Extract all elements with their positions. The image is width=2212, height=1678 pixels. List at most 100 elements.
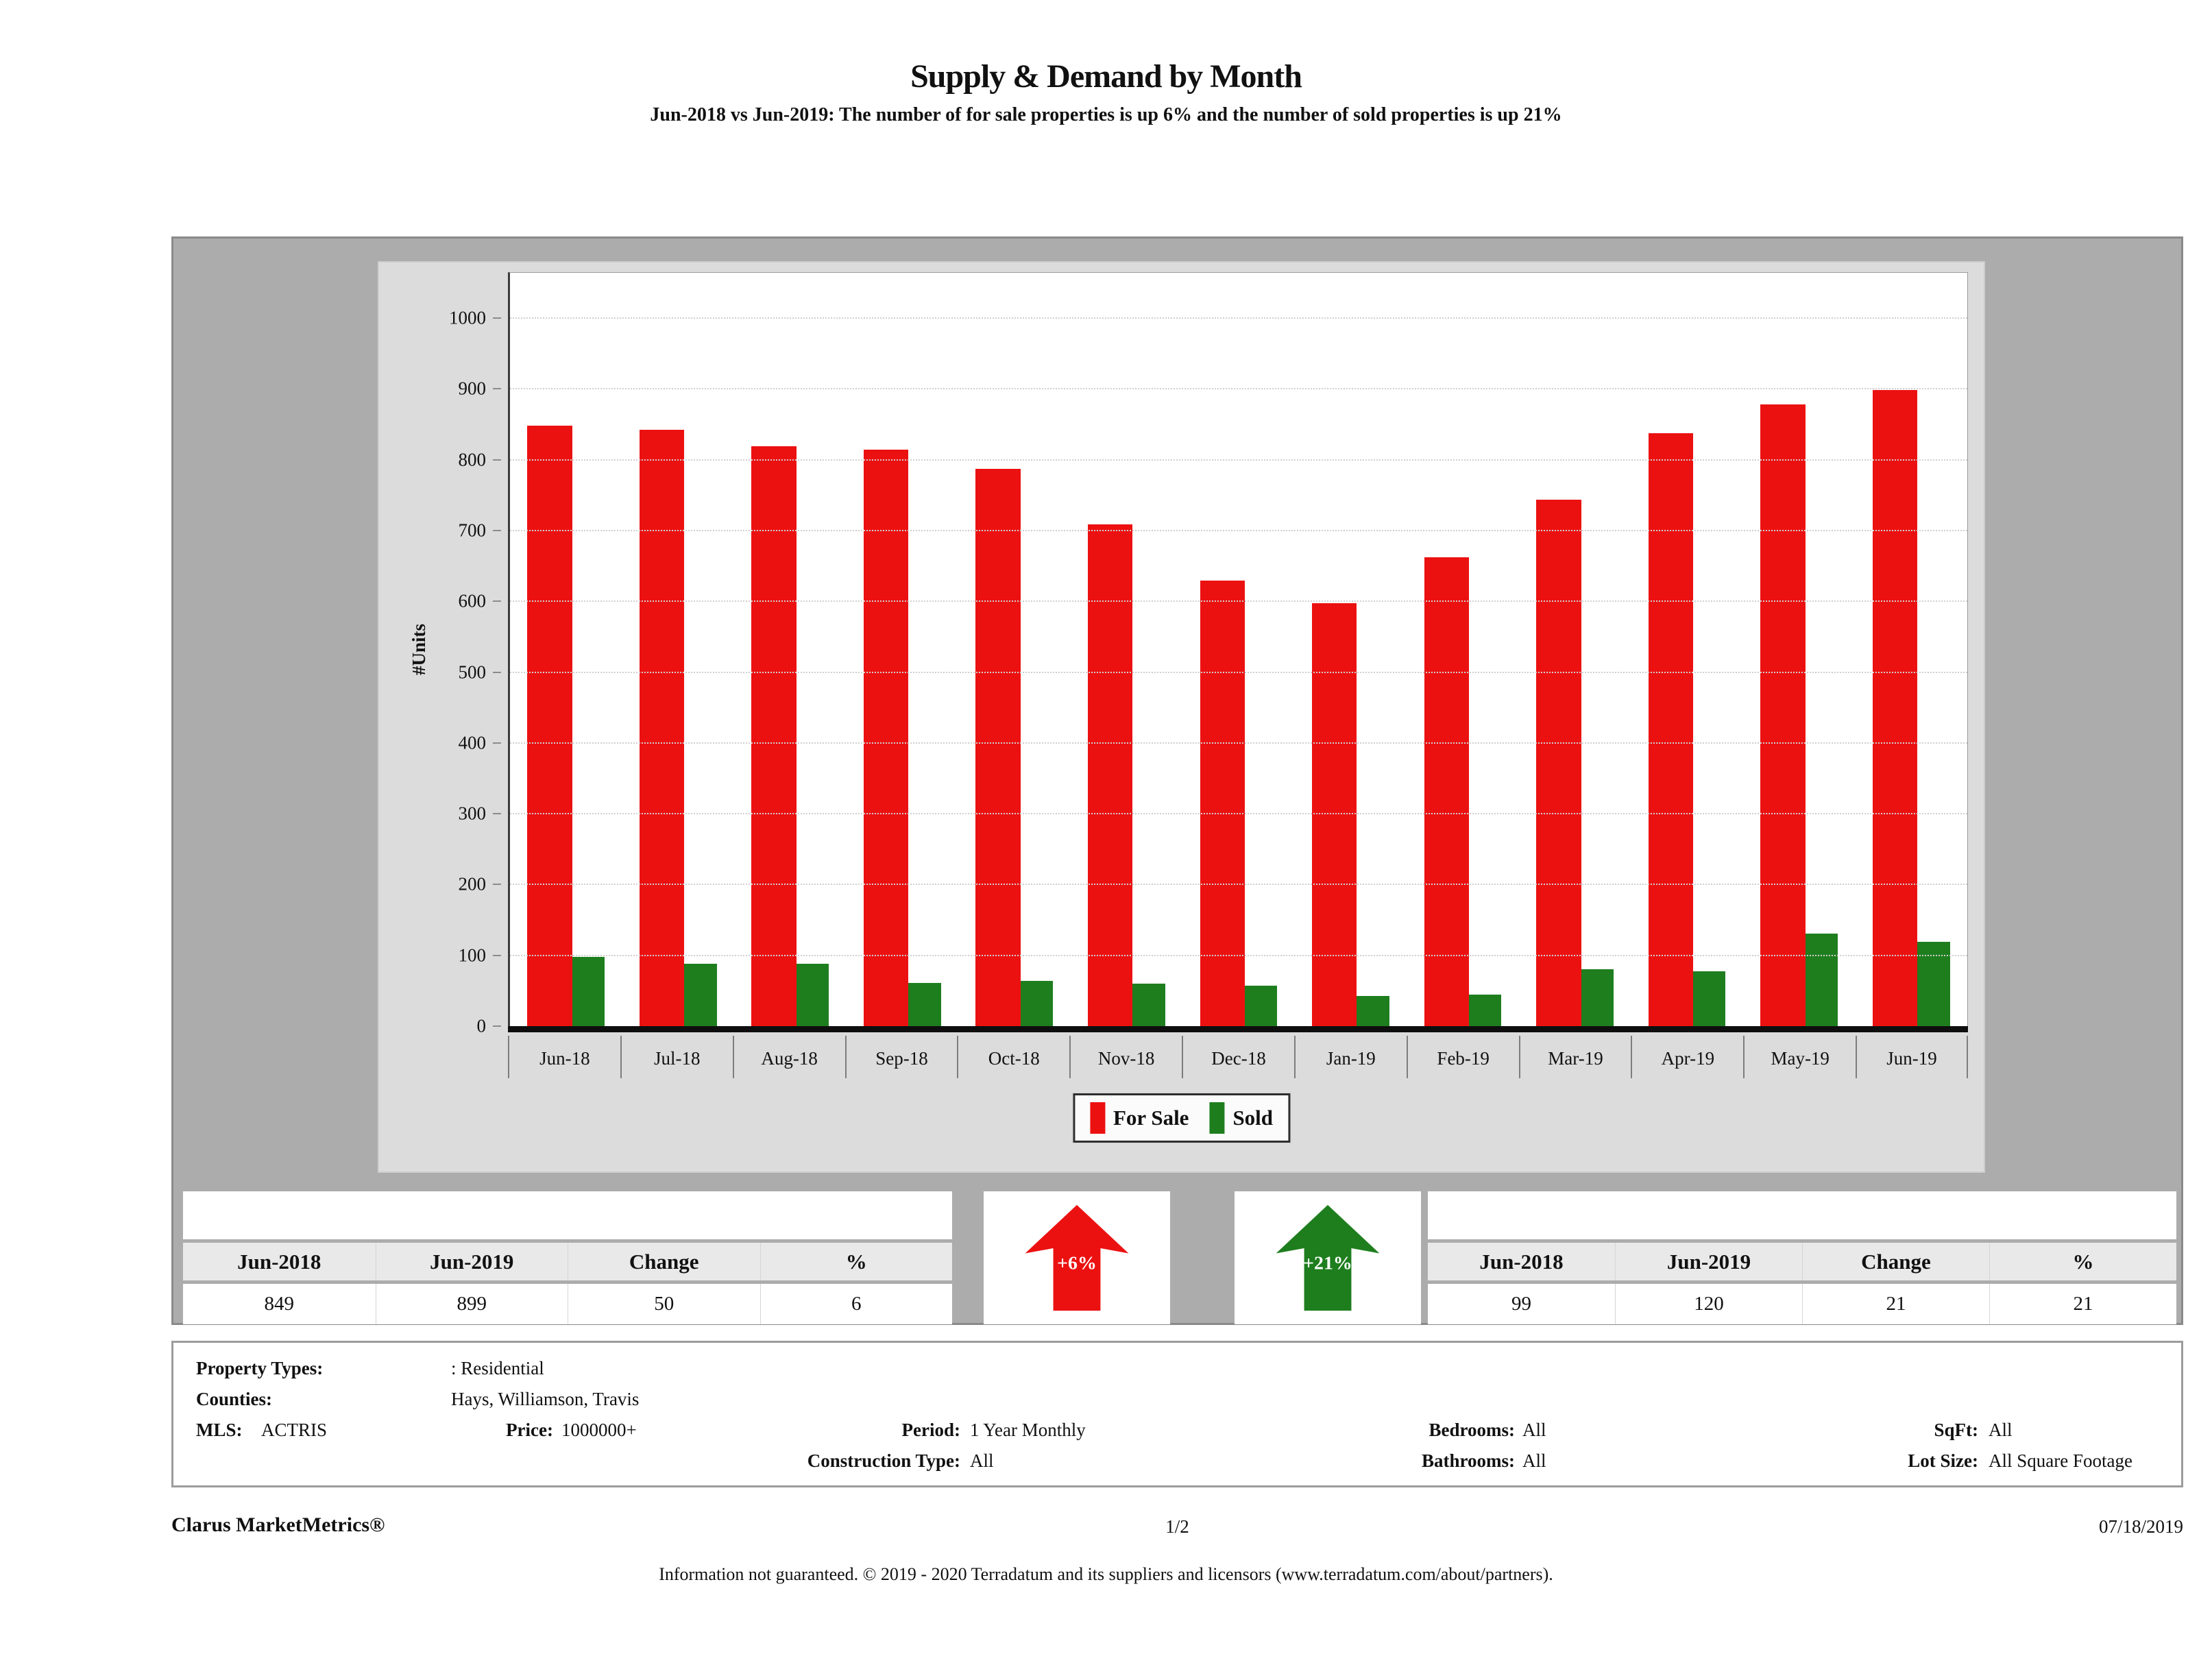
bar-sold <box>572 956 605 1027</box>
y-tick-mark <box>493 884 501 886</box>
bedrooms-value: All <box>1522 1420 1546 1440</box>
filters-info-box: Property Types: : Residential Counties: … <box>171 1341 2183 1487</box>
bar-sold <box>1244 986 1278 1027</box>
y-tick-label: 500 <box>458 661 487 683</box>
bar-for-sale <box>1760 404 1806 1027</box>
bar-group <box>847 273 959 1027</box>
bar-sold <box>908 982 941 1027</box>
table-header-cell: Change <box>568 1243 760 1280</box>
mls-value: ACTRIS <box>261 1420 328 1440</box>
x-tick-label: Jun-19 <box>1856 1036 1968 1078</box>
bar-group <box>1295 273 1407 1027</box>
bar-for-sale <box>1536 499 1581 1027</box>
bar-sold <box>1469 994 1502 1027</box>
bar-for-sale <box>639 430 685 1027</box>
bar-sold <box>1805 933 1838 1027</box>
bar-sold <box>1132 984 1165 1027</box>
y-tick-mark <box>493 813 501 815</box>
sold-change-text: +21% <box>1303 1252 1352 1274</box>
x-tick-label: Oct-18 <box>957 1036 1069 1078</box>
x-tick-label: Sep-18 <box>844 1036 958 1078</box>
bar-for-sale <box>1872 390 1918 1027</box>
bar-group <box>622 273 735 1027</box>
bar-for-sale <box>1648 433 1694 1027</box>
y-tick-label: 100 <box>458 945 487 966</box>
footer-page-number: 1/2 <box>1165 1516 1189 1537</box>
counties-label: Counties: <box>196 1389 273 1409</box>
lot-size-value: All Square Footage <box>1989 1450 2132 1471</box>
y-tick-mark <box>493 459 501 461</box>
table-value-cell: 21 <box>1989 1284 2176 1324</box>
property-types-value: : Residential <box>451 1358 544 1378</box>
bar-group <box>1519 273 1631 1027</box>
y-axis-labels: 0 100 200 300 400 500 600 700 800 900 1000 <box>420 272 501 1035</box>
legend-swatch-sold <box>1209 1102 1225 1134</box>
table-value-cell: 6 <box>759 1284 953 1324</box>
bars-layer <box>510 273 1967 1027</box>
table-value-cell: 99 <box>1511 1293 1531 1315</box>
x-tick-label: Jan-19 <box>1293 1036 1407 1078</box>
gridline <box>510 388 1967 390</box>
gridline <box>510 317 1967 319</box>
bedrooms-label: Bedrooms: <box>1429 1420 1516 1440</box>
sqft-label: SqFt: <box>1934 1420 1978 1440</box>
counties-value: Hays, Williamson, Travis <box>451 1389 640 1409</box>
legend-label: Sold <box>1232 1106 1274 1130</box>
bar-group <box>1631 273 1743 1027</box>
table-header-cell: Jun-2019 <box>1615 1243 1802 1280</box>
y-tick-label: 800 <box>458 449 487 470</box>
table-header-cell: Jun-2019 <box>375 1243 568 1280</box>
table-header-cell: % <box>1989 1243 2176 1280</box>
bar-group <box>734 273 847 1027</box>
y-tick-label: 700 <box>458 520 487 541</box>
footer-brand: Clarus MarketMetrics® <box>171 1513 385 1536</box>
bar-group <box>958 273 1071 1027</box>
y-tick-mark <box>493 742 501 744</box>
up-arrow-green-icon: +21% <box>1276 1204 1380 1311</box>
bar-sold <box>1917 942 1950 1027</box>
table-value-cell: 21 <box>1802 1284 1989 1324</box>
y-tick-label: 300 <box>458 803 487 824</box>
for-sale-change-text: +6% <box>1057 1252 1097 1274</box>
sold-summary-table: Jun-2018 Jun-2019 Change % 99 120 21 21 <box>1428 1191 2176 1324</box>
legend-swatch-for-sale <box>1089 1102 1105 1134</box>
x-tick-label: Nov-18 <box>1069 1036 1182 1078</box>
x-tick-label: Apr-19 <box>1631 1036 1743 1078</box>
bar-for-sale <box>751 446 797 1027</box>
bar-for-sale <box>1200 581 1245 1027</box>
period-label: Period: <box>901 1420 960 1440</box>
x-axis-line <box>508 1026 1968 1032</box>
bar-for-sale <box>863 450 909 1027</box>
y-tick-mark <box>493 317 501 319</box>
y-tick-label: 900 <box>458 378 487 399</box>
sold-change-badge: +21% <box>1235 1191 1421 1324</box>
y-tick-label: 1000 <box>449 307 486 328</box>
bar-for-sale <box>1312 603 1357 1027</box>
sold-arrow-shape <box>1276 1204 1380 1311</box>
legend-box: For Sale Sold <box>1072 1093 1291 1143</box>
period-value: 1 Year Monthly <box>970 1420 1086 1440</box>
x-tick-label: Mar-19 <box>1518 1036 1631 1078</box>
bathrooms-value: All <box>1522 1450 1546 1471</box>
bar-sold <box>1357 995 1389 1027</box>
y-tick-label: 600 <box>458 590 487 611</box>
bar-for-sale <box>1088 524 1133 1027</box>
price-value: 1000000+ <box>561 1420 637 1440</box>
y-tick-mark <box>493 671 501 673</box>
table-value-cell: 50 <box>568 1284 760 1324</box>
legend-label: For Sale <box>1113 1106 1189 1130</box>
x-tick-label: May-19 <box>1743 1036 1856 1078</box>
bar-sold <box>796 964 829 1027</box>
bar-sold <box>1581 969 1614 1027</box>
for-sale-change-badge: +6% <box>984 1191 1170 1324</box>
bar-for-sale <box>975 469 1021 1027</box>
construction-type-label: Construction Type: <box>807 1450 960 1471</box>
table-value-row: 849 899 50 6 <box>183 1284 952 1324</box>
gridline <box>510 813 1967 815</box>
table-header-cell: Jun-2018 <box>237 1249 321 1274</box>
chart-panel: #Units 0 100 200 300 400 500 600 700 800 900 1000 … <box>378 261 1985 1173</box>
x-tick-label: Aug-18 <box>732 1036 845 1078</box>
y-tick-mark <box>493 954 501 956</box>
property-types-label: Property Types: <box>196 1358 324 1378</box>
plot-area <box>508 272 1968 1027</box>
